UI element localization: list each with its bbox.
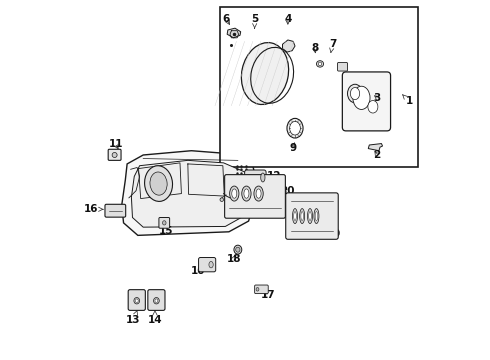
Text: 13: 13 bbox=[126, 311, 141, 325]
Ellipse shape bbox=[150, 172, 167, 195]
FancyBboxPatch shape bbox=[245, 170, 266, 185]
Text: 6: 6 bbox=[223, 14, 230, 24]
Ellipse shape bbox=[244, 189, 249, 198]
Ellipse shape bbox=[220, 198, 223, 202]
FancyBboxPatch shape bbox=[343, 72, 391, 131]
Bar bbox=[220, 7, 418, 167]
Text: 3: 3 bbox=[373, 93, 381, 103]
FancyBboxPatch shape bbox=[286, 193, 338, 239]
Text: 15: 15 bbox=[158, 223, 173, 236]
Ellipse shape bbox=[256, 189, 261, 198]
Polygon shape bbox=[122, 151, 256, 235]
FancyBboxPatch shape bbox=[148, 290, 165, 310]
FancyBboxPatch shape bbox=[105, 204, 126, 217]
Ellipse shape bbox=[318, 62, 322, 66]
Ellipse shape bbox=[301, 212, 303, 221]
Text: 19: 19 bbox=[326, 229, 341, 239]
FancyBboxPatch shape bbox=[108, 149, 121, 160]
Ellipse shape bbox=[145, 166, 172, 201]
Text: 14: 14 bbox=[147, 311, 162, 325]
Text: 8: 8 bbox=[311, 43, 318, 53]
Text: 1: 1 bbox=[403, 95, 413, 107]
Ellipse shape bbox=[254, 186, 263, 201]
Text: 12: 12 bbox=[266, 171, 281, 181]
Ellipse shape bbox=[314, 208, 319, 224]
Ellipse shape bbox=[232, 189, 237, 198]
Ellipse shape bbox=[350, 87, 360, 100]
Ellipse shape bbox=[242, 186, 251, 201]
Ellipse shape bbox=[368, 100, 378, 113]
FancyBboxPatch shape bbox=[198, 257, 216, 272]
Ellipse shape bbox=[294, 212, 296, 221]
Polygon shape bbox=[283, 40, 295, 52]
Ellipse shape bbox=[163, 221, 166, 225]
Ellipse shape bbox=[317, 61, 323, 67]
Ellipse shape bbox=[256, 288, 259, 291]
Ellipse shape bbox=[315, 212, 318, 221]
Ellipse shape bbox=[112, 153, 117, 157]
Ellipse shape bbox=[287, 118, 303, 138]
Text: 5: 5 bbox=[251, 14, 258, 28]
Ellipse shape bbox=[293, 208, 297, 224]
Text: 9: 9 bbox=[290, 143, 297, 153]
Text: 18: 18 bbox=[226, 254, 241, 264]
Ellipse shape bbox=[234, 245, 242, 254]
Text: 20: 20 bbox=[281, 186, 295, 197]
Ellipse shape bbox=[309, 212, 311, 221]
Ellipse shape bbox=[261, 173, 265, 182]
FancyBboxPatch shape bbox=[159, 217, 170, 228]
Polygon shape bbox=[131, 160, 248, 227]
Ellipse shape bbox=[230, 186, 239, 201]
FancyBboxPatch shape bbox=[128, 290, 146, 310]
Text: 11: 11 bbox=[108, 139, 123, 149]
FancyBboxPatch shape bbox=[224, 175, 285, 218]
Ellipse shape bbox=[353, 86, 370, 109]
Ellipse shape bbox=[134, 297, 140, 304]
Ellipse shape bbox=[308, 208, 313, 224]
Ellipse shape bbox=[236, 247, 240, 252]
Ellipse shape bbox=[155, 299, 158, 302]
Text: 4: 4 bbox=[284, 14, 292, 24]
Ellipse shape bbox=[153, 297, 159, 304]
Ellipse shape bbox=[300, 208, 305, 224]
Ellipse shape bbox=[242, 42, 289, 104]
Text: 2: 2 bbox=[373, 150, 381, 160]
Polygon shape bbox=[227, 28, 241, 38]
Ellipse shape bbox=[290, 121, 300, 135]
FancyBboxPatch shape bbox=[255, 285, 268, 294]
Text: 16: 16 bbox=[84, 204, 103, 214]
Text: 17: 17 bbox=[261, 290, 275, 300]
Ellipse shape bbox=[347, 84, 363, 103]
Ellipse shape bbox=[209, 261, 213, 268]
FancyBboxPatch shape bbox=[338, 63, 347, 71]
Ellipse shape bbox=[135, 299, 138, 302]
Text: 10: 10 bbox=[191, 266, 206, 276]
Polygon shape bbox=[368, 144, 383, 151]
Text: 7: 7 bbox=[329, 39, 336, 53]
